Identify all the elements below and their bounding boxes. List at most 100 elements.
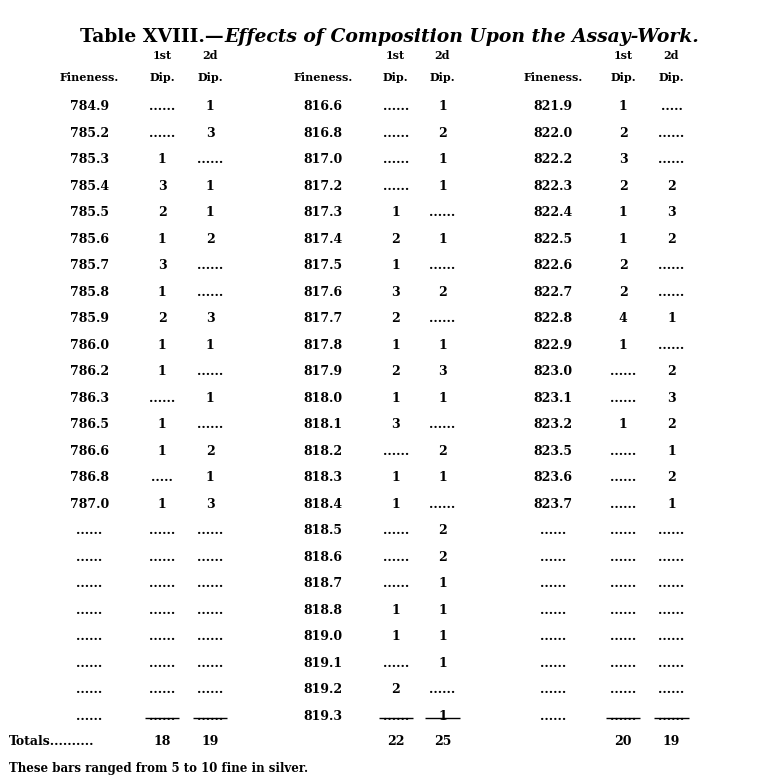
Text: ......: ......	[197, 657, 224, 670]
Text: ......: ......	[382, 710, 409, 723]
Text: ......: ......	[197, 524, 224, 537]
Text: 1: 1	[438, 339, 447, 352]
Text: 1: 1	[438, 180, 447, 193]
Text: 1: 1	[157, 445, 167, 458]
Text: ......: ......	[658, 551, 685, 564]
Text: 816.8: 816.8	[304, 127, 343, 140]
Text: 786.5: 786.5	[70, 419, 109, 431]
Text: Dip.: Dip.	[430, 72, 455, 83]
Text: 1: 1	[157, 498, 167, 511]
Text: 2: 2	[438, 524, 447, 537]
Text: 2d: 2d	[203, 50, 218, 61]
Text: 817.6: 817.6	[304, 286, 343, 299]
Text: 2: 2	[438, 445, 447, 458]
Text: Totals..........: Totals..........	[9, 735, 95, 749]
Text: 822.3: 822.3	[534, 180, 573, 193]
Text: ......: ......	[610, 392, 636, 405]
Text: ......: ......	[610, 657, 636, 670]
Text: Dip.: Dip.	[611, 72, 636, 83]
Text: Effects of Composition Upon the Assay-Work.: Effects of Composition Upon the Assay-Wo…	[224, 28, 699, 46]
Text: ......: ......	[382, 100, 409, 114]
Text: 1: 1	[438, 100, 447, 114]
Text: ......: ......	[658, 710, 685, 723]
Text: ......: ......	[149, 657, 175, 670]
Text: 822.5: 822.5	[534, 233, 573, 246]
Text: 2: 2	[438, 127, 447, 140]
Text: 1: 1	[206, 392, 215, 405]
Text: 785.6: 785.6	[70, 233, 109, 246]
Text: 3: 3	[206, 312, 215, 325]
Text: 18: 18	[153, 735, 171, 749]
Text: 2: 2	[619, 286, 628, 299]
Text: 1: 1	[157, 419, 167, 431]
Text: ......: ......	[149, 392, 175, 405]
Text: .....: .....	[151, 471, 173, 485]
Text: ......: ......	[149, 604, 175, 617]
Text: 817.4: 817.4	[304, 233, 343, 246]
Text: 1: 1	[619, 100, 628, 114]
Text: 1: 1	[438, 710, 447, 723]
Text: ......: ......	[610, 524, 636, 537]
Text: 1: 1	[667, 445, 676, 458]
Text: 2: 2	[391, 684, 400, 696]
Text: ......: ......	[76, 710, 103, 723]
Text: Dip.: Dip.	[150, 72, 174, 83]
Text: 1: 1	[619, 339, 628, 352]
Text: ......: ......	[540, 684, 566, 696]
Text: 818.8: 818.8	[304, 604, 343, 617]
Text: Table XVIII.—: Table XVIII.—	[80, 28, 224, 46]
Text: ......: ......	[540, 577, 566, 590]
Text: 3: 3	[206, 127, 215, 140]
Text: Dip.: Dip.	[659, 72, 684, 83]
Text: 822.6: 822.6	[534, 260, 573, 272]
Text: ......: ......	[540, 710, 566, 723]
Text: ......: ......	[429, 260, 456, 272]
Text: 1: 1	[619, 419, 628, 431]
Text: 1: 1	[438, 577, 447, 590]
Text: ......: ......	[197, 260, 224, 272]
Text: 822.4: 822.4	[534, 206, 573, 220]
Text: 1st: 1st	[153, 50, 171, 61]
Text: 817.0: 817.0	[304, 154, 343, 166]
Text: ......: ......	[658, 286, 685, 299]
Text: 2: 2	[438, 286, 447, 299]
Text: 822.8: 822.8	[534, 312, 573, 325]
Text: 3: 3	[438, 365, 447, 379]
Text: ......: ......	[658, 684, 685, 696]
Text: 818.0: 818.0	[304, 392, 343, 405]
Text: 1: 1	[438, 657, 447, 670]
Text: ......: ......	[658, 577, 685, 590]
Text: ......: ......	[197, 630, 224, 644]
Text: 817.9: 817.9	[304, 365, 343, 379]
Text: ......: ......	[197, 419, 224, 431]
Text: 818.6: 818.6	[304, 551, 343, 564]
Text: 1: 1	[206, 180, 215, 193]
Text: 1: 1	[391, 392, 400, 405]
Text: ......: ......	[429, 312, 456, 325]
Text: ......: ......	[76, 684, 103, 696]
Text: 1: 1	[438, 471, 447, 485]
Text: 2d: 2d	[435, 50, 450, 61]
Text: 2: 2	[391, 312, 400, 325]
Text: ......: ......	[429, 684, 456, 696]
Text: 1: 1	[206, 206, 215, 220]
Text: 817.3: 817.3	[304, 206, 343, 220]
Text: ......: ......	[382, 180, 409, 193]
Text: ......: ......	[76, 577, 103, 590]
Text: 822.2: 822.2	[534, 154, 573, 166]
Text: 1: 1	[206, 100, 215, 114]
Text: ......: ......	[610, 471, 636, 485]
Text: 3: 3	[206, 498, 215, 511]
Text: 19: 19	[663, 735, 680, 749]
Text: 1: 1	[157, 154, 167, 166]
Text: 3: 3	[157, 180, 167, 193]
Text: 2d: 2d	[664, 50, 679, 61]
Text: 1: 1	[667, 498, 676, 511]
Text: 818.4: 818.4	[304, 498, 343, 511]
Text: 19: 19	[202, 735, 219, 749]
Text: ......: ......	[540, 524, 566, 537]
Text: ......: ......	[610, 365, 636, 379]
Text: 2: 2	[157, 312, 167, 325]
Text: 786.2: 786.2	[70, 365, 109, 379]
Text: ......: ......	[149, 127, 175, 140]
